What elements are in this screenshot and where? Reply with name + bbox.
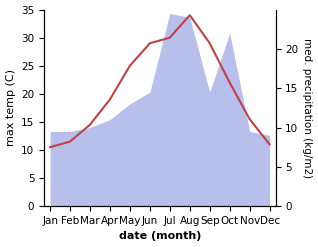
X-axis label: date (month): date (month) xyxy=(119,231,201,242)
Y-axis label: med. precipitation (kg/m2): med. precipitation (kg/m2) xyxy=(302,38,313,178)
Y-axis label: max temp (C): max temp (C) xyxy=(5,69,16,146)
